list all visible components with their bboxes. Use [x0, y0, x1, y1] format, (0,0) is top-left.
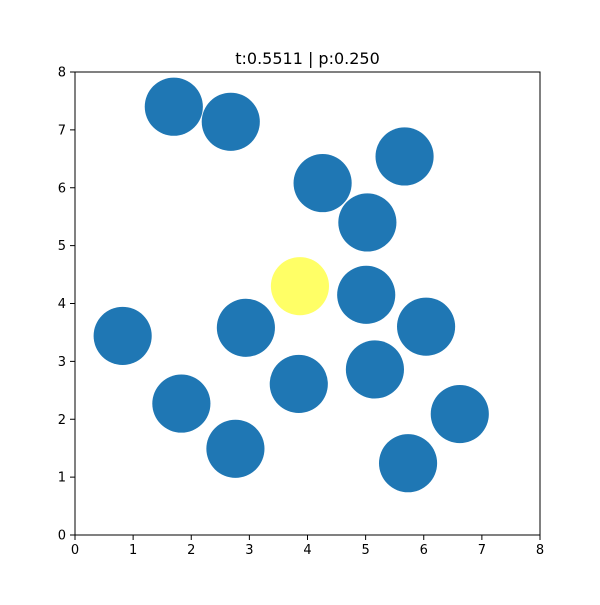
- scatter-point: [93, 306, 152, 365]
- x-tick-label: 1: [129, 543, 137, 558]
- chart-title: t:0.5511 | p:0.250: [235, 49, 380, 68]
- y-tick-label: 0: [58, 529, 66, 544]
- y-tick-label: 7: [58, 123, 66, 138]
- points-layer: [93, 77, 489, 493]
- x-tick-label: 6: [420, 543, 428, 558]
- y-tick-label: 8: [58, 66, 66, 81]
- x-tick-label: 8: [536, 543, 544, 558]
- scatter-point: [201, 92, 260, 151]
- y-tick-label: 3: [58, 355, 66, 370]
- scatter-point: [269, 354, 328, 414]
- scatter-point: [206, 419, 265, 478]
- scatter-point: [375, 127, 434, 186]
- scatter-point: [144, 77, 203, 136]
- ticks-layer: 0 1 2 3 4 5 6 7 8 0 1 2 3 4 5 6 7 8: [58, 66, 544, 559]
- plot-frame: [74, 71, 541, 536]
- scatter-point: [345, 340, 404, 399]
- scatter-point: [270, 257, 330, 316]
- y-tick-label: 5: [58, 239, 66, 254]
- scatter-point: [337, 265, 396, 324]
- y-tick-label: 6: [58, 181, 66, 196]
- scatter-point: [152, 374, 211, 433]
- y-tick-label: 4: [58, 297, 66, 312]
- y-tick-label: 1: [58, 471, 66, 486]
- scatter-point: [430, 384, 489, 444]
- scatter-point: [397, 297, 456, 356]
- x-tick-label: 3: [245, 543, 253, 558]
- y-tick-label: 2: [58, 413, 66, 428]
- x-tick-label: 4: [303, 543, 311, 558]
- x-tick-label: 0: [71, 543, 79, 558]
- x-tick-label: 2: [187, 543, 195, 558]
- scatter-point: [293, 154, 352, 213]
- x-tick-label: 7: [478, 543, 486, 558]
- x-tick-label: 5: [361, 543, 369, 558]
- scatter-point: [378, 434, 438, 493]
- scatter-point: [216, 298, 275, 357]
- scatter-point: [338, 193, 397, 252]
